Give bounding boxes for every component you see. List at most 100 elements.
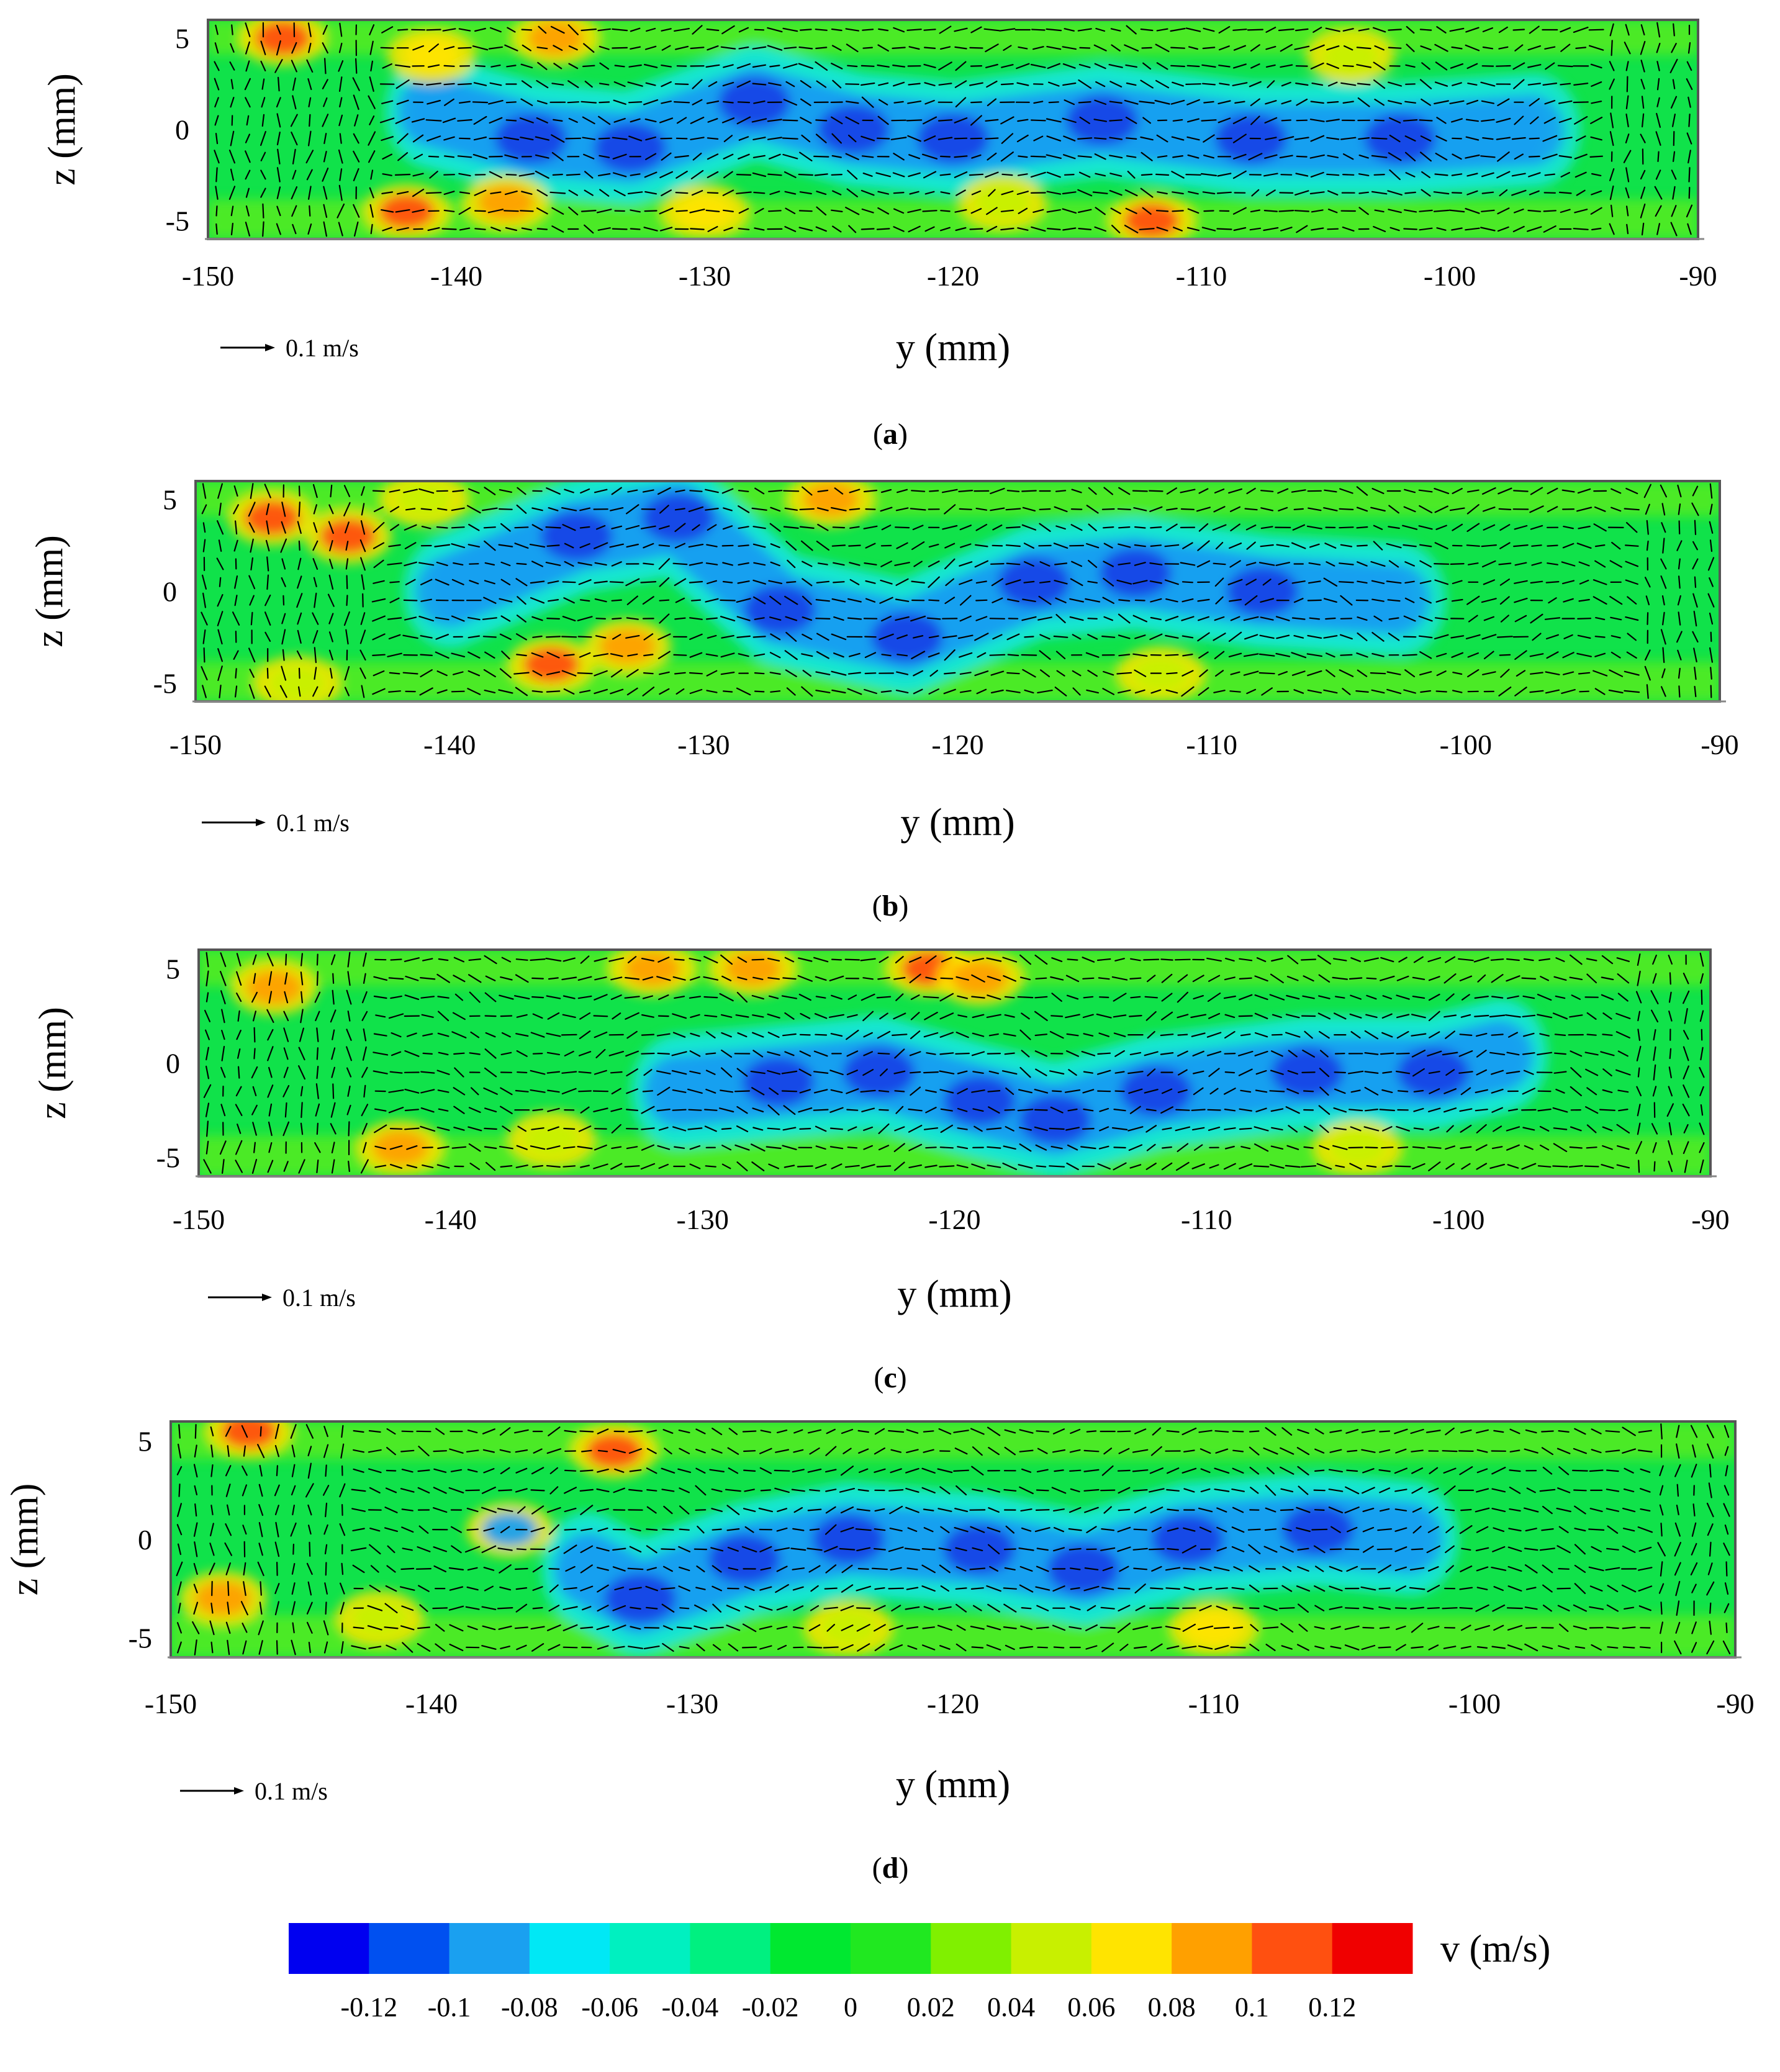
contour-cell — [1496, 94, 1565, 167]
colorbar-tick-label: 0 — [844, 1992, 857, 2022]
contour-cell — [1375, 1502, 1443, 1575]
x-axis-title: y (mm) — [900, 801, 1014, 844]
colorbar: -0.12 -0.1 -0.08 -0.06 -0.04 -0.02 0 0.02 0.04 0.… — [289, 1923, 1550, 2022]
contour-cell — [528, 20, 584, 56]
colorbar-swatch — [931, 1923, 1012, 1974]
colorbar-tick-label: 0.1 — [1235, 1992, 1269, 2022]
y-tick-label: -5 — [129, 1622, 152, 1654]
panel-a: -150 -140 -130 -120 -110 -100 -90 5 0 -5 y (mm) z (… — [41, 19, 1717, 451]
contour-cell — [372, 1130, 428, 1166]
x-tick-label: -90 — [1679, 260, 1717, 292]
contour-cell — [1186, 1610, 1242, 1646]
velocity-contour — [208, 20, 1698, 239]
x-tick-label: -100 — [1432, 1204, 1484, 1235]
colorbar-tick-label: 0.06 — [1067, 1992, 1115, 2022]
contour-cell — [195, 1581, 251, 1616]
contour-cell — [482, 1512, 538, 1547]
contour-cell — [586, 1433, 642, 1469]
contour-cell — [1120, 1066, 1193, 1117]
contour-cell — [540, 511, 613, 561]
contour-cell — [478, 185, 534, 220]
x-tick-label: -100 — [1440, 729, 1492, 760]
x-axis-title: y (mm) — [896, 1763, 1010, 1806]
contour-cell — [269, 665, 325, 701]
colorbar-swatch — [1332, 1923, 1413, 1974]
velocity-vectors — [176, 1423, 1731, 1655]
x-tick-label: -150 — [173, 1204, 225, 1235]
panel-caption: (b) — [872, 890, 909, 922]
contour-cell — [1364, 114, 1436, 164]
contour-cell — [243, 500, 300, 536]
contour-lower-band — [171, 1615, 1735, 1657]
x-tick-label: -150 — [145, 1688, 197, 1719]
x-tick-label: -90 — [1701, 729, 1738, 760]
panel-c: -150 -140 -130 -120 -110 -100 -90 5 0 -5 y (mm) z (… — [32, 948, 1730, 1394]
y-tick-label: 5 — [175, 22, 189, 54]
vector-glyphs — [214, 22, 1693, 237]
x-tick-label: -100 — [1448, 1688, 1501, 1719]
x-tick-label: -90 — [1691, 1204, 1729, 1235]
panel-caption: (d) — [872, 1852, 909, 1885]
panel-d: -150 -140 -130 -120 -110 -100 -90 5 0 -5 y (mm) z (… — [4, 1420, 1755, 1885]
contour-cell — [952, 960, 1008, 996]
x-axis-title: y (mm) — [896, 327, 1010, 369]
contour-cell — [624, 951, 680, 986]
contour-cell — [523, 1121, 580, 1156]
x-tick-label: -130 — [677, 1204, 729, 1235]
reference-vector-label: 0.1 m/s — [282, 1284, 356, 1312]
contour-cell — [843, 1047, 915, 1097]
x-tick-label: -140 — [425, 1204, 477, 1235]
contour-cell — [818, 104, 890, 155]
contour-cell — [379, 194, 435, 229]
contour-cell — [1047, 1544, 1119, 1594]
colorbar-swatch — [1252, 1923, 1333, 1974]
velocity-contour — [199, 950, 1710, 1176]
colorbar-swatch — [369, 1923, 450, 1974]
contour-cell — [404, 38, 459, 74]
x-tick-label: -130 — [679, 260, 731, 292]
colorbar-swatch — [1011, 1923, 1092, 1974]
colorbar-tick-label: 0.12 — [1308, 1992, 1356, 2022]
reference-vector-label: 0.1 m/s — [255, 1777, 328, 1805]
colorbar-tick-label: -0.04 — [662, 1992, 719, 2022]
colorbar-swatch — [851, 1923, 931, 1974]
velocity-contour — [196, 481, 1720, 701]
x-tick-label: -150 — [169, 729, 222, 760]
panel-caption: (a) — [873, 418, 908, 451]
velocity-vectors — [214, 22, 1693, 237]
x-tick-label: -110 — [1181, 1204, 1232, 1235]
y-tick-label: 0 — [166, 1048, 180, 1079]
contour-cell — [975, 185, 1031, 220]
x-tick-label: -140 — [430, 260, 482, 292]
y-tick-label: 5 — [163, 484, 177, 516]
contour-lower-band — [208, 199, 1698, 239]
colorbar-swatch — [529, 1923, 610, 1974]
contour-cell — [677, 194, 733, 229]
contour-cell — [604, 1574, 676, 1623]
contour-cell — [725, 951, 781, 986]
y-tick-label: -5 — [153, 667, 177, 699]
contour-cell — [870, 612, 943, 662]
y-tick-label: 5 — [166, 953, 180, 984]
y-axis-title: z (mm) — [4, 1484, 46, 1596]
colorbar-tick-label: 0.08 — [1148, 1992, 1196, 2022]
colorbar-swatch — [770, 1923, 851, 1974]
contour-cell — [802, 482, 859, 517]
colorbar-tick-label: -0.06 — [581, 1992, 638, 2022]
contour-cell — [599, 629, 656, 664]
contour-cell — [255, 20, 310, 56]
contour-cell — [708, 1534, 780, 1584]
y-axis-title: z (mm) — [32, 1007, 74, 1119]
contour-cell — [718, 77, 790, 127]
colorbar-tick-label: 0.04 — [987, 1992, 1035, 2022]
colorbar-swatch — [289, 1923, 369, 1974]
colorbar-tick-label: 0.02 — [907, 1992, 955, 2022]
contour-cell — [744, 585, 816, 635]
contour-cell — [351, 1600, 407, 1636]
velocity-contour — [171, 1421, 1735, 1657]
reference-arrow-head — [265, 344, 275, 351]
contour-upper-band — [171, 1421, 1735, 1459]
contour-cell — [642, 493, 715, 543]
contour-cell — [813, 1515, 885, 1564]
contour-cell — [1099, 547, 1172, 598]
